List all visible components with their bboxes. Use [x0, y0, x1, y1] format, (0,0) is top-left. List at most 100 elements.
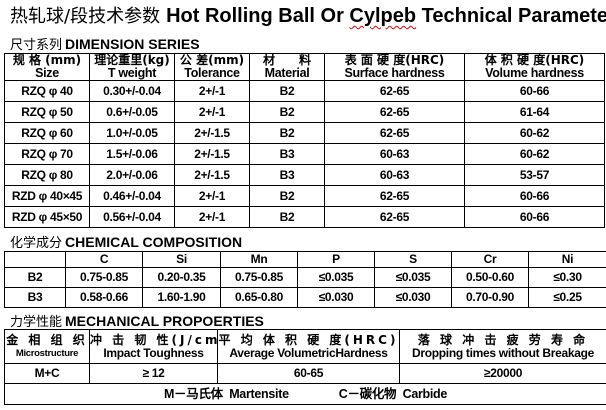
table-cell: RZQ φ 60: [4, 122, 90, 144]
table-row: RZD φ 40×45 0.46+/-0.04 2+/-1 B2 62-65 60-66: [4, 185, 605, 207]
table-cell: ≤0.035: [297, 267, 375, 288]
table-cell: 0.65-0.80: [220, 287, 298, 308]
table-cell: 60-66: [464, 185, 605, 207]
table-cell: B2: [249, 101, 325, 123]
chemical-header-cell: P: [297, 251, 375, 268]
chemical-header-cell: Cr: [451, 251, 529, 268]
table-row: RZD φ 45×50 0.56+/-0.04 2+/-1 B2 62-65 60-66: [4, 206, 605, 228]
table-cell: 60-62: [464, 143, 605, 165]
table-cell: ≤0.030: [297, 287, 375, 308]
table-cell: 53-57: [464, 164, 605, 186]
table-cell: 0.58-0.66: [65, 287, 143, 308]
chemical-header-cell: Mn: [220, 251, 298, 268]
dimension-header-cell: 理论重里(kg) T weight: [89, 53, 175, 81]
table-cell: 1.0+/-0.05: [89, 122, 175, 144]
table-cell: B2: [249, 80, 325, 102]
table-cell: 0.50-0.60: [451, 267, 529, 288]
page-title: 热轧球/段技术参数 Hot Rolling Ball Or Cylpeb Tech…: [10, 5, 606, 27]
table-cell: 60-63: [324, 143, 465, 165]
table-cell: 62-65: [324, 80, 465, 102]
table-cell: 2+/-1: [174, 185, 250, 207]
table-cell: 0.56+/-0.04: [89, 206, 175, 228]
table-cell: 0.75-0.85: [220, 267, 298, 288]
table-cell: RZQ φ 50: [4, 101, 90, 123]
table-cell: 0.6+/-0.05: [89, 101, 175, 123]
table-cell: 2+/-1.5: [174, 164, 250, 186]
table-cell: 61-64: [464, 101, 605, 123]
table-row: RZQ φ 40 0.30+/-0.04 2+/-1 B2 62-65 60-66: [4, 80, 605, 102]
chemical-header-cell: [4, 251, 66, 268]
table-cell: B2: [249, 122, 325, 144]
chemical-header-cell: Ni: [528, 251, 606, 268]
carbide-note: C－碳化物 Carbide: [338, 386, 448, 401]
table-cell: B2: [4, 267, 66, 288]
table-cell: RZQ φ 80: [4, 164, 90, 186]
table-cell: 60-66: [464, 80, 605, 102]
table-cell: M+C: [4, 363, 90, 384]
table-cell: ≤0.030: [374, 287, 452, 308]
mechanical-header-cell: 冲 击 韧 性(J/cm²)Impact Toughness: [89, 329, 218, 364]
mechanical-note-row: M－马氏体 Martensite C－碳化物 Carbide: [4, 383, 606, 405]
table-cell: RZD φ 40×45: [4, 185, 90, 207]
table-cell: B3: [249, 164, 325, 186]
chemical-table: C Si Mn P S Cr Ni B2 0.75-0.85 0.20-0.35 0.75-0.85…: [4, 251, 606, 308]
dimension-header-cell: 体 积 硬 度(HRC) Volume hardness: [464, 53, 605, 81]
table-cell: 2+/-1.5: [174, 143, 250, 165]
table-row: RZQ φ 70 1.5+/-0.06 2+/-1.5 B3 60-63 60-62: [4, 143, 605, 165]
table-cell: 62-65: [324, 206, 465, 228]
table-row: RZQ φ 50 0.6+/-0.05 2+/-1 B2 62-65 61-64: [4, 101, 605, 123]
table-cell: 62-65: [324, 101, 465, 123]
table-cell: ≤0.30: [528, 267, 606, 288]
table-cell: 2+/-1: [174, 80, 250, 102]
table-cell: 0.46+/-0.04: [89, 185, 175, 207]
table-row: RZQ φ 60 1.0+/-0.05 2+/-1.5 B2 62-65 60-62: [4, 122, 605, 144]
table-cell: ≤0.035: [374, 267, 452, 288]
dimension-header-cell: 规 格 (mm) Size: [4, 53, 90, 81]
dimension-section-title: 尺寸系列 DIMENSION SERIES: [10, 36, 200, 53]
table-cell: 2.0+/-0.06: [89, 164, 175, 186]
dimension-header-cell: 材 料 Material: [249, 53, 325, 81]
chemical-section-title: 化学成分 CHEMICAL COMPOSITION: [10, 234, 243, 251]
table-cell: B2: [249, 185, 325, 207]
table-cell: 60-65: [217, 363, 400, 384]
mechanical-header-cell: 落 球 冲 击 疲 劳 寿 命 Dropping times without Br…: [399, 329, 606, 364]
table-cell: ≥20000: [399, 363, 606, 384]
table-cell: 2+/-1: [174, 206, 250, 228]
mechanical-section-title: 力学性能 MECHANICAL PROPOERTIES: [10, 313, 264, 330]
table-cell: 62-65: [324, 185, 465, 207]
dimension-header-cell: 表 面 硬 度(HRC) Surface hardness: [324, 53, 465, 81]
table-cell: 1.60-1.90: [142, 287, 221, 308]
table-cell: ≥ 12: [89, 363, 218, 384]
martensite-note: M－马氏体 Martensite: [163, 386, 289, 401]
dimension-header-row: 规 格 (mm) Size 理论重里(kg) T weight 公 差(mm) Toler…: [4, 53, 605, 81]
table-cell: 60-63: [324, 164, 465, 186]
table-cell: B3: [249, 143, 325, 165]
table-cell: 0.75-0.85: [65, 267, 143, 288]
table-row: B3 0.58-0.66 1.60-1.90 0.65-0.80 ≤0.030 ≤0.03…: [4, 287, 606, 308]
table-cell: B3: [4, 287, 66, 308]
chemical-header-row: C Si Mn P S Cr Ni: [4, 251, 606, 268]
mechanical-header-cell: 平 均 体 积 硬 度(HRC) Average VolumetricHardne…: [217, 329, 400, 364]
table-cell: 0.30+/-0.04: [89, 80, 175, 102]
chemical-header-cell: C: [65, 251, 143, 268]
table-cell: RZD φ 45×50: [4, 206, 90, 228]
table-cell: RZQ φ 40: [4, 80, 90, 102]
mechanical-data-row: M+C ≥ 12 60-65 ≥20000: [4, 363, 606, 384]
table-row: B2 0.75-0.85 0.20-0.35 0.75-0.85 ≤0.035 ≤0.03…: [4, 267, 606, 288]
table-cell: 2+/-1.5: [174, 122, 250, 144]
table-cell: 60-62: [464, 122, 605, 144]
table-cell: 0.20-0.35: [142, 267, 221, 288]
table-cell: 2+/-1: [174, 101, 250, 123]
table-cell: 0.70-0.90: [451, 287, 529, 308]
table-cell: 60-66: [464, 206, 605, 228]
table-cell: B2: [249, 206, 325, 228]
dimension-table: 规 格 (mm) Size 理论重里(kg) T weight 公 差(mm) Toler…: [4, 53, 605, 228]
mechanical-header-cell: 金 相 组 织 Microstructure: [4, 329, 90, 364]
table-cell: ≤0.25: [528, 287, 606, 308]
chemical-header-cell: Si: [142, 251, 221, 268]
dimension-header-cell: 公 差(mm) Tolerance: [174, 53, 250, 81]
chemical-header-cell: S: [374, 251, 452, 268]
table-row: RZQ φ 80 2.0+/-0.06 2+/-1.5 B3 60-63 53-57: [4, 164, 605, 186]
